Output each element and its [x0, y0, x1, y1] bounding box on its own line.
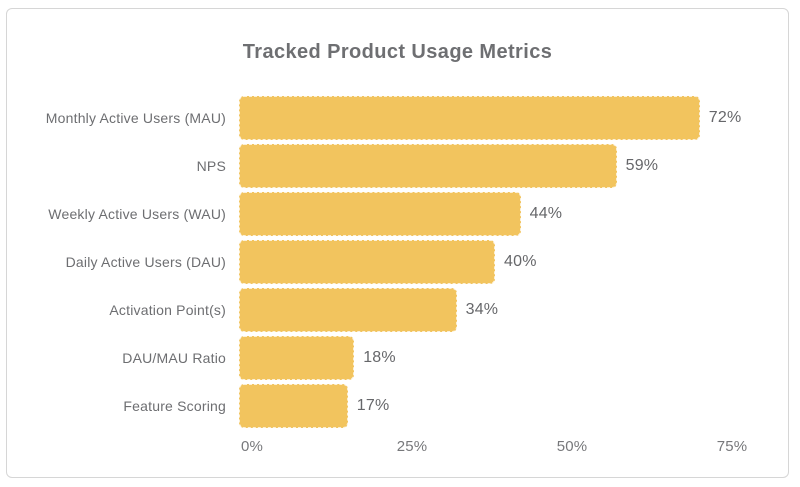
- value-label: 59%: [625, 157, 659, 174]
- bar-row: Monthly Active Users (MAU) 72%: [7, 94, 788, 142]
- bar-row: Activation Point(s) 34%: [7, 286, 788, 334]
- category-label: Activation Point(s): [109, 302, 226, 318]
- bar-row: DAU/MAU Ratio 18%: [7, 334, 788, 382]
- bar: [239, 144, 617, 188]
- category-label: DAU/MAU Ratio: [122, 350, 226, 366]
- value-label: 72%: [708, 109, 742, 126]
- bar: [239, 240, 495, 284]
- x-tick-label: 50%: [556, 438, 588, 455]
- bar-row: Weekly Active Users (WAU) 44%: [7, 190, 788, 238]
- bar-rows: Monthly Active Users (MAU) 72% NPS 59% Weekl…: [7, 94, 788, 456]
- x-axis: 0% 25% 50% 75%: [241, 434, 788, 456]
- bar: [239, 336, 355, 380]
- bar-row: Daily Active Users (DAU) 40%: [7, 238, 788, 286]
- value-label: 17%: [356, 397, 390, 414]
- x-tick-label: 0%: [240, 438, 264, 455]
- chart-title: Tracked Product Usage Metrics: [242, 41, 553, 63]
- category-label: Daily Active Users (DAU): [65, 254, 226, 270]
- value-label: 40%: [504, 253, 537, 270]
- category-label: NPS: [196, 158, 226, 174]
- bar-row: NPS 59%: [7, 142, 788, 190]
- chart-card: Tracked Product Usage Metrics Monthly Ac…: [6, 8, 789, 478]
- bar-row: Feature Scoring 17%: [7, 382, 788, 430]
- category-label: Feature Scoring: [123, 398, 226, 414]
- category-label: Weekly Active Users (WAU): [48, 206, 226, 222]
- x-tick-label: 25%: [396, 438, 428, 455]
- bar: [239, 96, 700, 140]
- bar: [239, 288, 457, 332]
- category-label: Monthly Active Users (MAU): [45, 110, 226, 126]
- bar: [239, 192, 521, 236]
- value-label: 34%: [465, 301, 499, 318]
- value-label: 44%: [529, 205, 563, 222]
- value-label: 18%: [363, 349, 396, 366]
- bar: [239, 384, 348, 428]
- x-tick-label: 75%: [716, 438, 748, 455]
